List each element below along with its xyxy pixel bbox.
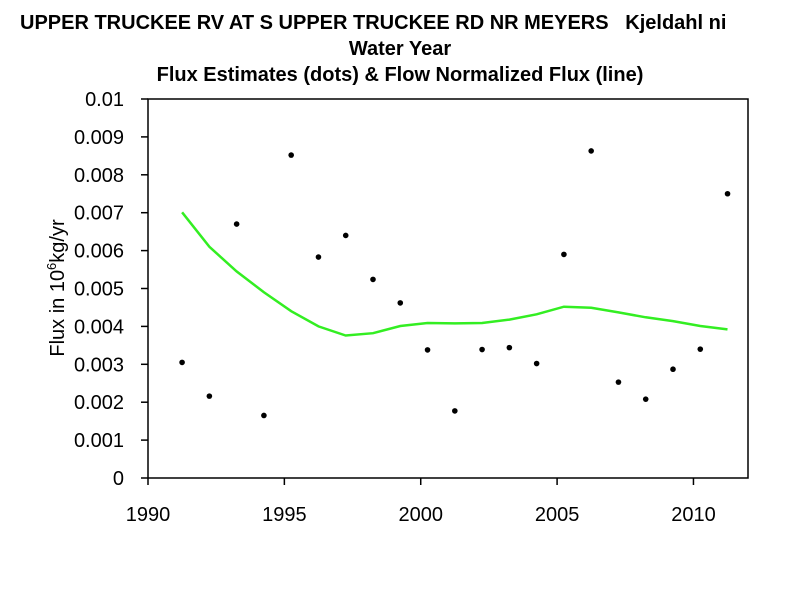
y-axis-label-unit: kg/yr xyxy=(47,219,69,263)
y-tick-label: 0.001 xyxy=(74,430,124,452)
chart-subtitle: Water Year xyxy=(348,38,452,60)
y-tick-label: 0.005 xyxy=(74,279,124,301)
y-tick-label: 0.008 xyxy=(74,165,124,187)
flux-estimate-point xyxy=(588,148,594,154)
x-tick-label: 1990 xyxy=(126,504,171,526)
flux-estimate-point xyxy=(479,346,485,353)
y-axis-label-exponent: 6 xyxy=(44,263,59,270)
flux-estimate-points xyxy=(179,148,731,419)
plot-area-frame xyxy=(147,98,749,479)
flow-normalized-flux-line xyxy=(181,211,728,337)
chart-title: UPPER TRUCKEE RV AT S UPPER TRUCKEE RD N… xyxy=(20,12,727,34)
x-tick-label: 2010 xyxy=(671,504,716,526)
flux-estimate-point xyxy=(615,379,622,385)
x-axis: 1990 1995 2000 2005 2010 xyxy=(126,478,716,526)
flux-estimate-point xyxy=(424,347,431,353)
y-axis: 0 0.001 0.002 0.003 0.004 0.005 0.006 0.007 0.00… xyxy=(74,89,148,490)
y-axis-label: Flux in 106kg/yr xyxy=(44,219,69,357)
y-tick-label: 0.002 xyxy=(74,392,124,414)
flux-estimate-point xyxy=(724,190,731,197)
flux-estimate-point xyxy=(533,360,540,367)
flux-estimate-point xyxy=(370,276,376,283)
flux-estimate-point xyxy=(179,359,185,366)
y-tick-label: 0.009 xyxy=(74,127,124,149)
flux-estimate-point xyxy=(452,408,458,414)
flux-estimate-point xyxy=(506,344,513,351)
flux-estimate-point xyxy=(261,412,267,419)
y-tick-label: 0.007 xyxy=(74,203,124,225)
flux-estimate-point xyxy=(288,152,294,158)
flux-estimate-point xyxy=(233,221,240,227)
flux-estimate-point xyxy=(670,366,676,373)
flux-estimate-point xyxy=(397,300,404,306)
y-tick-label: 0.003 xyxy=(74,354,124,376)
y-axis-label-prefix: Flux in 10 xyxy=(47,270,69,357)
x-tick-label: 1995 xyxy=(262,504,307,526)
chart-series-description: Flux Estimates (dots) & Flow Normalized … xyxy=(156,64,644,86)
flux-estimate-point xyxy=(697,346,704,352)
flux-estimate-point xyxy=(342,232,349,239)
flux-estimate-point xyxy=(206,393,213,399)
x-tick-label: 2000 xyxy=(398,504,443,526)
y-tick-label: 0 xyxy=(113,468,124,490)
x-tick-label: 2005 xyxy=(535,504,580,526)
flux-estimate-point xyxy=(561,251,567,258)
y-tick-label: 0.004 xyxy=(74,316,124,338)
flux-estimate-point xyxy=(642,396,649,402)
flux-estimate-point xyxy=(315,254,322,260)
y-tick-label: 0.01 xyxy=(85,89,124,111)
y-tick-label: 0.006 xyxy=(74,241,124,263)
